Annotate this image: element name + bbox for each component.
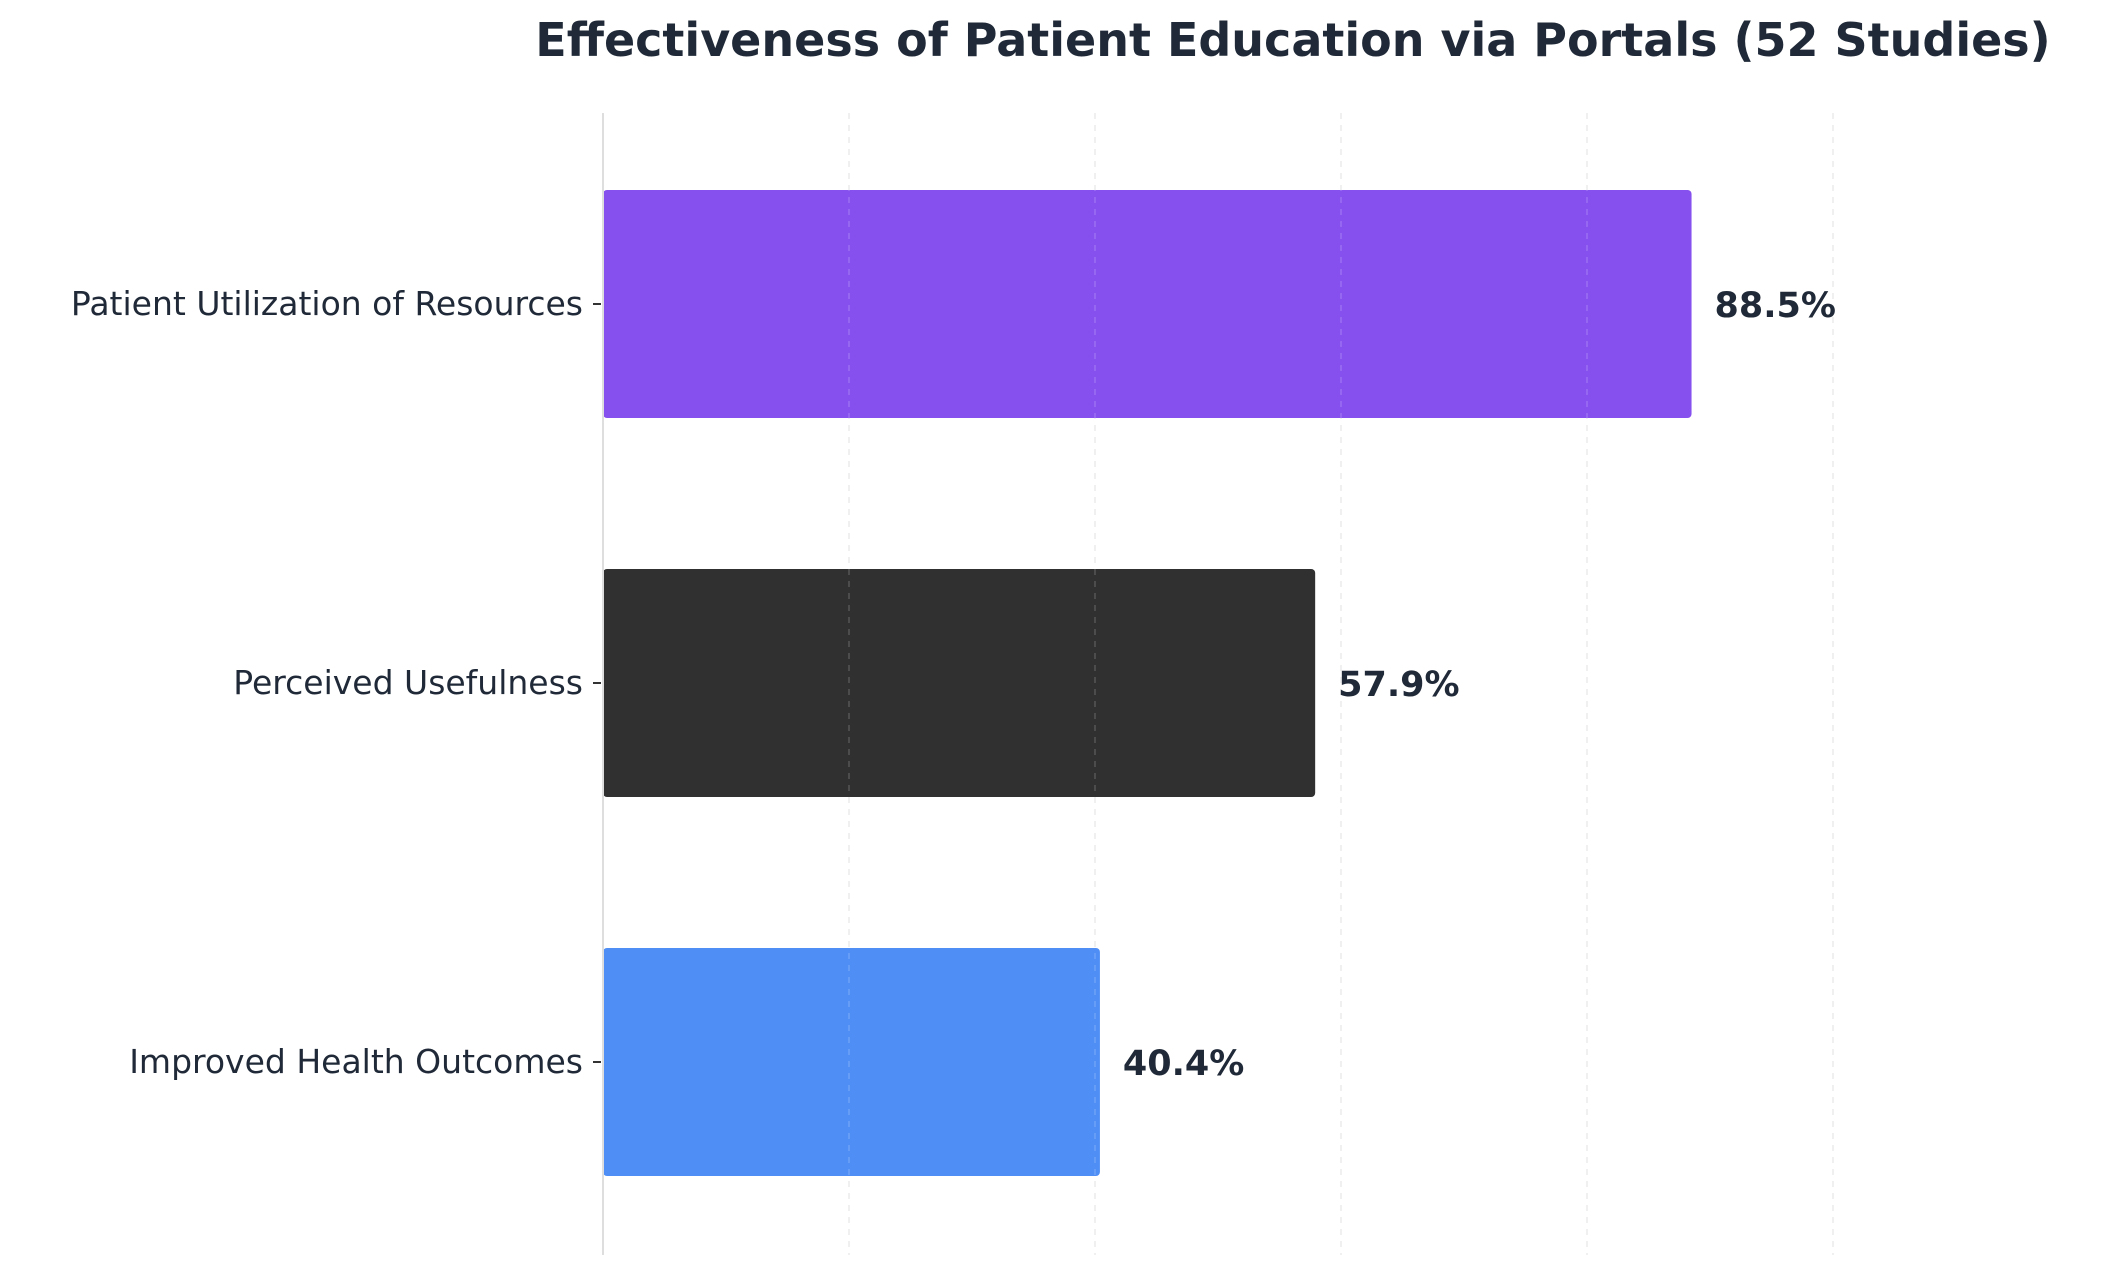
labels: Patient Utilization of Resources 88.5% Per… <box>71 284 1836 1084</box>
bar <box>603 948 1100 1176</box>
data-label: 88.5% <box>1715 286 1836 326</box>
bar <box>603 190 1692 418</box>
bar <box>603 569 1316 797</box>
category-label: Patient Utilization of Resources <box>71 284 583 323</box>
chart-title: Effectiveness of Patient Education via P… <box>535 13 2050 67</box>
data-label: 57.9% <box>1338 665 1459 705</box>
gridlines-overlay <box>848 113 1834 1255</box>
data-label: 40.4% <box>1123 1044 1244 1084</box>
bars <box>603 190 1692 1176</box>
category-label: Improved Health Outcomes <box>129 1042 583 1081</box>
category-label: Perceived Usefulness <box>233 663 583 702</box>
